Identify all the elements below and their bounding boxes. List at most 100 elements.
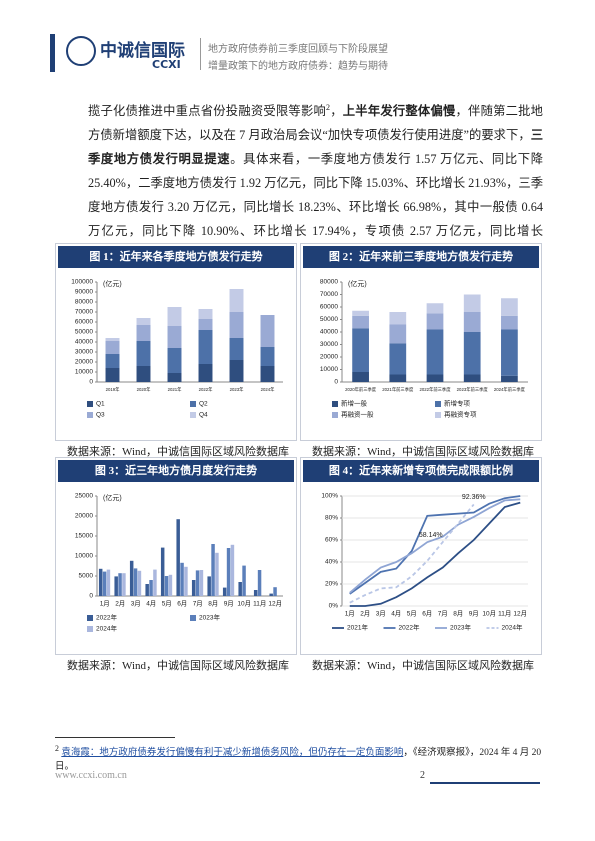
x-tick-label: 2024年前三季度: [494, 386, 526, 393]
bar: [222, 587, 227, 596]
bar-segment: [198, 364, 213, 382]
legend-label: 2024年: [502, 623, 523, 632]
legend-label: 2022年: [96, 613, 117, 622]
bar-segment: [260, 366, 275, 382]
x-tick-label: 2022年前三季度: [419, 386, 451, 393]
y-tick-label: 60000: [320, 304, 338, 311]
x-tick-label: 2023年前三季度: [457, 386, 489, 393]
x-tick-label: 4月: [391, 610, 401, 618]
bar: [137, 570, 142, 596]
x-tick-label: 8月: [208, 600, 218, 608]
bold-text: 三季度地方债发行明显提速: [88, 128, 543, 167]
legend-swatch: [435, 401, 441, 407]
divider: [200, 38, 201, 70]
footnote: 2 袁海霞：地方政府债券发行偏慢有利于减少新增债务风险，但仍存在一定负面影响，《…: [55, 742, 545, 774]
line: [349, 501, 521, 607]
x-tick-label: 2021年前三季度: [382, 386, 414, 393]
bar-segment: [198, 309, 213, 319]
bar-segment: [426, 374, 444, 382]
chart-title: 图 1：近年来各季度地方债发行走势: [58, 246, 294, 268]
bar-segment: [463, 312, 481, 332]
bar-segment: [501, 315, 518, 330]
bar: [145, 584, 149, 596]
bar: [118, 573, 122, 596]
x-tick-label: 11月: [498, 610, 511, 618]
x-tick-label: 7月: [193, 600, 203, 608]
bar: [211, 544, 215, 596]
bar: [195, 570, 200, 596]
bar-segment: [167, 326, 182, 348]
footnote-rule: [55, 737, 175, 738]
bar: [129, 560, 134, 596]
bar: [114, 576, 118, 596]
footnote-link[interactable]: 袁海霞：地方政府债券发行偏慢有利于减少新增债务风险，但仍存在一定负面影响: [61, 748, 404, 759]
x-tick-label: 6月: [177, 600, 187, 608]
bar: [133, 568, 138, 596]
bar: [176, 519, 180, 596]
bar: [253, 590, 258, 596]
bar-segment: [426, 303, 444, 314]
legend-label: Q4: [199, 412, 208, 419]
y-tick-label: 20%: [325, 581, 338, 588]
bar-segment: [229, 312, 244, 338]
legend-label: 2022年: [399, 623, 420, 632]
legend-swatch: [87, 401, 93, 407]
x-tick-label: 1月: [345, 610, 355, 618]
x-tick-label: 5月: [407, 610, 417, 618]
unit: (亿元): [103, 493, 122, 502]
logo-text: 中诚信国际: [100, 41, 185, 61]
y-tick-label: 0: [334, 379, 338, 386]
text: ，: [330, 104, 343, 119]
legend-swatch: [87, 615, 93, 621]
chart: (亿元) 0 10000 20000 30000 40000 50000 60000 70000…: [320, 279, 528, 419]
bar: [184, 566, 188, 596]
source: 数据来源：Wind，中诚信国际区域风险数据库: [67, 446, 289, 458]
x-tick-label: 9月: [469, 610, 479, 618]
x-tick-label: 7月: [438, 610, 448, 618]
x-tick-label: 1月: [100, 600, 110, 608]
bar-segment: [389, 312, 407, 325]
y-tick-label: 20000: [75, 359, 93, 366]
annotation: 58.14%: [419, 532, 443, 539]
y-tick-label: 25000: [75, 493, 93, 500]
paragraph: 揽子化债推进中重点省份投融资受限等影响2，上半年发行整体偏慢，伴随第二批地方债新…: [88, 96, 543, 267]
y-tick-label: 80000: [320, 279, 338, 286]
x-tick-label: 2020年: [137, 386, 152, 393]
bar-segment: [105, 341, 120, 354]
bar-segment: [167, 348, 182, 373]
footnote-number: 2: [55, 744, 59, 753]
y-tick-label: 40000: [320, 329, 338, 336]
bar: [230, 544, 235, 596]
bar-segment: [167, 373, 182, 382]
bar: [168, 574, 173, 596]
y-tick-label: 50000: [320, 316, 338, 323]
bar: [242, 565, 246, 596]
chart-title: 图 3：近三年地方债月度发行走势: [58, 460, 294, 482]
source: 数据来源：Wind，中诚信国际区域风险数据库: [312, 446, 534, 458]
y-tick-label: 10000: [320, 366, 338, 373]
legend-swatch: [87, 412, 93, 418]
logo-icon: [66, 36, 96, 66]
bar-segment: [198, 330, 213, 364]
legend-label: Q1: [96, 401, 105, 408]
x-tick-label: 2024年: [261, 386, 276, 393]
header-line: 增量政策下的地方政府债券：趋势与期待: [208, 61, 388, 72]
bar: [273, 587, 277, 596]
bar-segment: [105, 338, 120, 341]
bar: [153, 569, 157, 596]
legend-label: 2021年: [347, 623, 368, 632]
bar-segment: [136, 325, 151, 341]
bar-segment: [352, 310, 369, 316]
bar-segment: [463, 332, 481, 375]
y-tick-label: 60000: [75, 319, 93, 326]
bar: [122, 573, 126, 596]
legend-swatch: [435, 412, 441, 418]
x-tick-label: 11月: [253, 600, 266, 608]
legend-label: 再融资专项: [444, 410, 477, 419]
y-tick-label: 60%: [325, 537, 338, 544]
x-tick-label: 9月: [224, 600, 234, 608]
y-tick-label: 5000: [79, 573, 94, 580]
legend-swatch: [87, 626, 93, 632]
bar: [199, 570, 204, 596]
y-tick-label: 30000: [75, 349, 93, 356]
